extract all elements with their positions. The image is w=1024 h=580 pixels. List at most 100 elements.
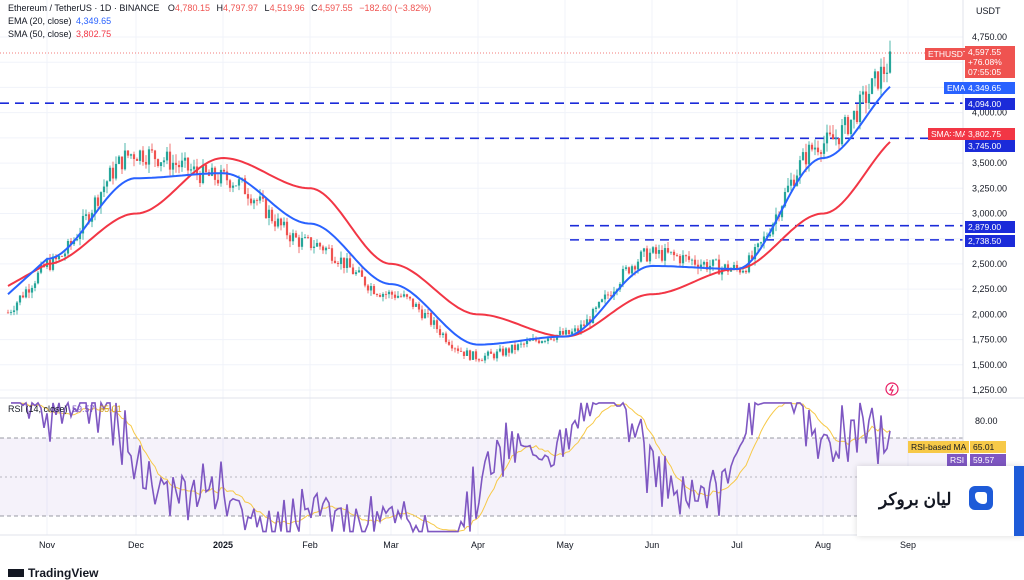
candle-body [129, 154, 133, 156]
close-label: C [311, 3, 318, 13]
ethusdt-timer: 07:55:05 [968, 67, 1002, 77]
candle-body [435, 320, 439, 330]
candle-body [426, 312, 430, 314]
candle-body [411, 298, 415, 307]
candle-body [48, 259, 52, 270]
candle-body [429, 312, 433, 325]
candle-body [348, 258, 352, 268]
candle-body [663, 248, 667, 261]
candle-body [684, 255, 688, 257]
candlesticks [6, 40, 892, 364]
candle-body [177, 164, 181, 168]
candle-body [375, 294, 379, 296]
change-value: −182.60 (−3.82%) [359, 3, 432, 13]
ema-legend[interactable]: EMA (20, close) 4,349.65 [8, 16, 111, 26]
candle-body [252, 200, 256, 204]
candle-body [126, 150, 130, 156]
candle-body [147, 149, 151, 165]
candle-body [882, 66, 886, 74]
candle-body [69, 241, 73, 245]
candle-body [543, 341, 547, 342]
candle-body [186, 157, 190, 171]
candle-body [801, 152, 805, 161]
candle-body [738, 268, 742, 273]
price-tick-label: 2,250.00 [972, 284, 1007, 294]
candle-body [660, 249, 664, 261]
candle-body [759, 242, 763, 244]
candle-body [39, 264, 43, 273]
ema-legend-label: EMA (20, close) [8, 16, 72, 26]
candle-body [264, 198, 268, 219]
candle-body [15, 302, 19, 311]
price-tick-label: 1,500.00 [972, 360, 1007, 370]
broker-name: ليان بروكر [879, 490, 952, 509]
rsi-line [11, 400, 891, 534]
candle-body [825, 132, 829, 144]
candle-body [87, 214, 91, 222]
candle-body [648, 252, 652, 262]
price-tick-label: 2,000.00 [972, 309, 1007, 319]
tradingview-icon [8, 569, 24, 577]
candle-body [99, 192, 103, 206]
candle-body [570, 331, 574, 335]
candle-body [447, 341, 451, 345]
candle-body [237, 179, 241, 186]
candle-body [132, 154, 136, 160]
candle-body [681, 255, 685, 264]
rsi-ma-tag-label: RSI-based MA [908, 441, 970, 453]
candle-body [516, 344, 520, 350]
candle-body [687, 256, 691, 260]
candle-body [756, 243, 760, 248]
candle-body [732, 264, 736, 269]
time-tick-label: Nov [39, 540, 56, 550]
candle-body [771, 223, 775, 235]
candle-body [324, 247, 328, 251]
candle-body [141, 150, 145, 162]
candle-body [807, 144, 811, 165]
candle-body [354, 272, 358, 275]
candle-body [135, 159, 139, 161]
candle-body [414, 303, 418, 307]
candle-body [783, 191, 787, 207]
candle-body [399, 295, 403, 297]
lightning-icon [885, 382, 899, 396]
currency-label[interactable]: USDT [976, 6, 1001, 16]
candle-body [735, 264, 739, 269]
candle-body [672, 251, 676, 256]
candle-body [402, 294, 406, 297]
candle-body [522, 343, 526, 345]
candle-body [273, 221, 277, 227]
candle-body [75, 239, 79, 241]
level-2738-tag: 2,738.50 [965, 235, 1015, 247]
candle-body [381, 293, 385, 297]
candle-body [579, 324, 583, 332]
candle-body [642, 248, 646, 252]
time-tick-label: Jul [731, 540, 743, 550]
candle-body [138, 150, 142, 161]
candle-body [390, 291, 394, 295]
time-axis: Nov Dec 2025 Feb Mar Apr May Jun Jul Aug Sep [39, 540, 916, 550]
time-tick-label: 2025 [213, 540, 233, 550]
candle-body [633, 266, 637, 270]
tradingview-logo: TradingView [8, 566, 98, 580]
candle-body [669, 251, 673, 253]
candle-body [117, 156, 121, 164]
candle-body [639, 251, 643, 262]
sma-legend[interactable]: SMA (50, close) 3,802.75 [8, 29, 111, 39]
candle-body [609, 295, 613, 297]
candle-body [867, 93, 871, 104]
candle-body [810, 144, 814, 150]
candle-body [606, 294, 610, 296]
candle-body [834, 138, 838, 140]
candle-body [204, 164, 208, 173]
candle-body [222, 169, 226, 172]
candle-body [81, 215, 85, 234]
candle-body [105, 181, 109, 187]
candle-body [714, 259, 718, 261]
candle-body [798, 160, 802, 176]
candle-body [591, 308, 595, 324]
rsi-legend[interactable]: RSI (14, close) 59.57 65.01 [8, 404, 122, 414]
candle-body [528, 340, 532, 342]
candle-body [657, 249, 661, 254]
